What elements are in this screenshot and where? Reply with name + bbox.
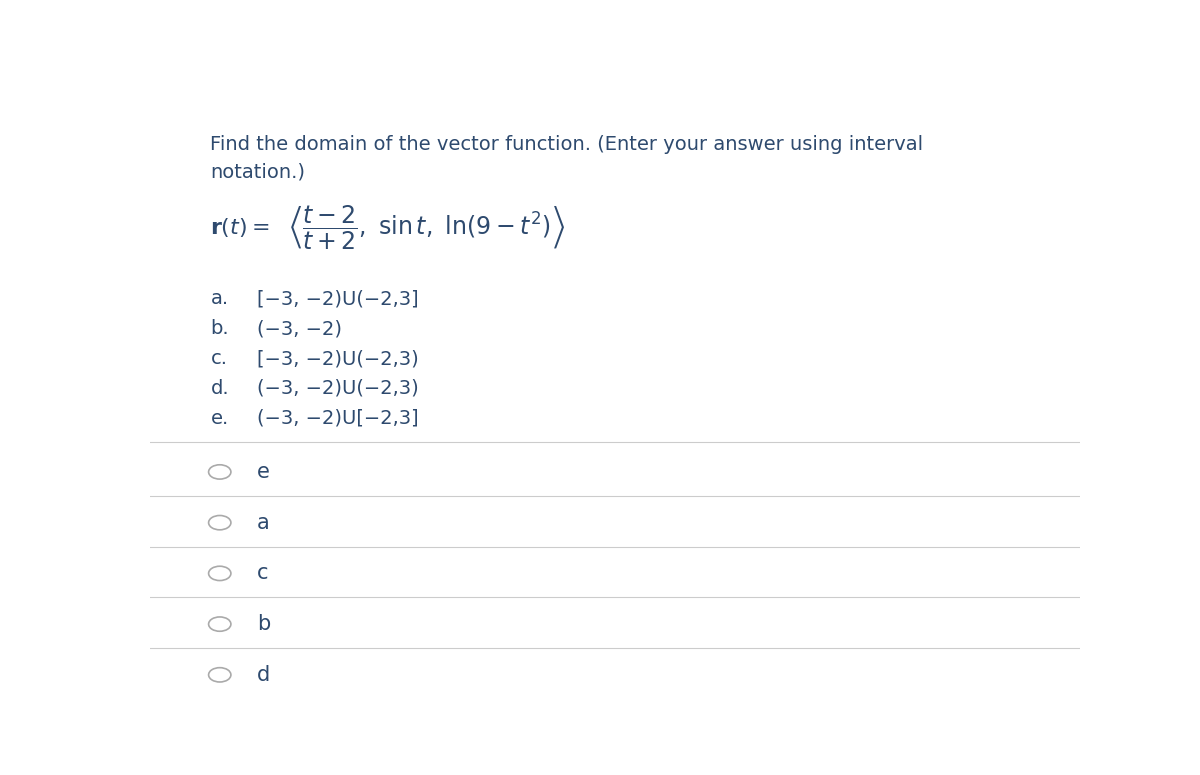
Text: $\mathbf{r}(t) =$: $\mathbf{r}(t) =$ — [210, 215, 270, 239]
Text: e: e — [257, 462, 270, 482]
Text: b: b — [257, 614, 270, 634]
Text: e.: e. — [210, 408, 229, 428]
Text: Find the domain of the vector function. (Enter your answer using interval
notati: Find the domain of the vector function. … — [210, 135, 924, 182]
Text: a: a — [257, 512, 270, 532]
Text: $\left\langle \dfrac{t-2}{t+2},\ \sin t,\ \ln(9-t^2) \right\rangle$: $\left\langle \dfrac{t-2}{t+2},\ \sin t,… — [288, 203, 565, 251]
Text: (−3, −2)U[−2,3]: (−3, −2)U[−2,3] — [257, 408, 419, 428]
Text: a.: a. — [210, 289, 228, 308]
Text: [−3, −2)U(−2,3): [−3, −2)U(−2,3) — [257, 349, 419, 368]
Text: (−3, −2): (−3, −2) — [257, 319, 342, 338]
Text: b.: b. — [210, 319, 229, 338]
Text: c: c — [257, 563, 269, 584]
Text: d: d — [257, 665, 270, 685]
Text: c.: c. — [210, 349, 228, 368]
Text: [−3, −2)U(−2,3]: [−3, −2)U(−2,3] — [257, 289, 419, 308]
Text: d.: d. — [210, 379, 229, 398]
Text: (−3, −2)U(−2,3): (−3, −2)U(−2,3) — [257, 379, 419, 398]
